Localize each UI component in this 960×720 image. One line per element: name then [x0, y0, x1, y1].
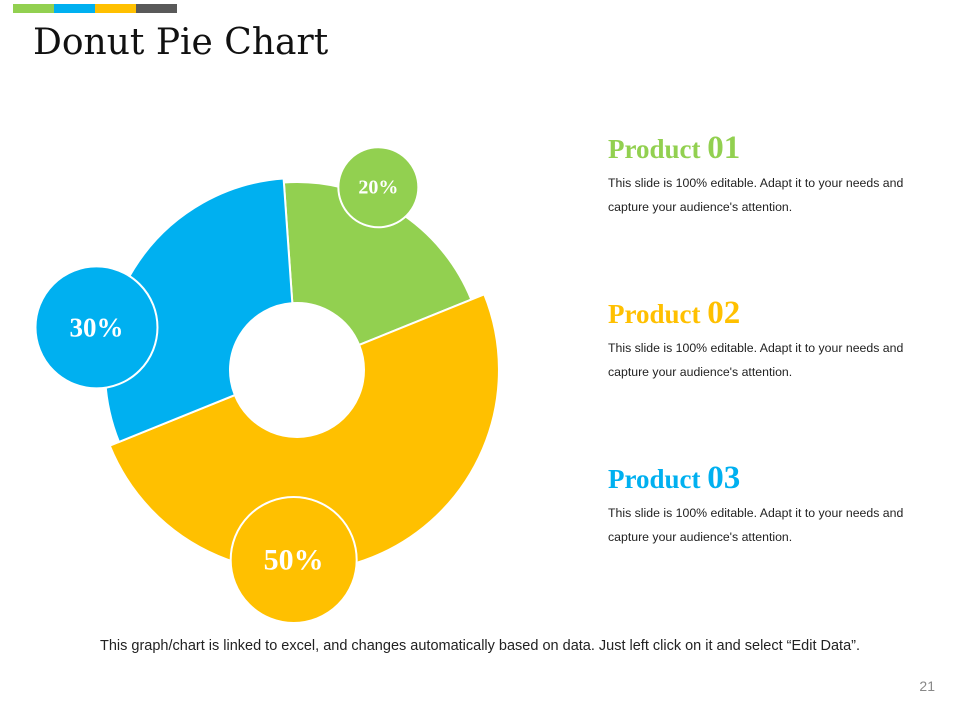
product-01-description: This slide is 100% editable. Adapt it to… [608, 176, 904, 214]
product-01-number: 01 [707, 130, 741, 166]
value-bubble-2 [229, 495, 358, 624]
product-03: Product 03 This slide is 100% editable. … [608, 462, 928, 549]
donut-slice-2[interactable] [108, 293, 500, 573]
donut-slice-1[interactable] [282, 181, 473, 347]
product-02-word: Product [608, 299, 701, 329]
product-01: Product 01 This slide is 100% editable. … [608, 132, 928, 219]
chart-footnote: This graph/chart is linked to excel, and… [99, 638, 861, 654]
product-01-title: Product 01 [608, 132, 928, 165]
product-03-number: 03 [707, 460, 741, 496]
accent-bar [13, 4, 177, 13]
product-03-title: Product 03 [608, 462, 928, 495]
accent-bar-gray [136, 4, 177, 13]
product-03-word: Product [608, 464, 701, 494]
product-01-word: Product [608, 134, 701, 164]
value-label-3: 30% [69, 312, 123, 342]
product-02-title: Product 02 [608, 297, 928, 330]
accent-bar-blue [54, 4, 95, 13]
value-label-1: 20% [358, 176, 398, 198]
value-bubble-3 [34, 265, 159, 390]
product-02-description: This slide is 100% editable. Adapt it to… [608, 341, 904, 379]
accent-bar-green [13, 4, 54, 13]
value-label-2: 50% [264, 543, 324, 576]
product-02: Product 02 This slide is 100% editable. … [608, 297, 928, 384]
page-title: Donut Pie Chart [33, 22, 329, 63]
page-number: 21 [919, 678, 935, 694]
value-bubble-1 [337, 146, 420, 229]
product-02-number: 02 [707, 295, 741, 331]
accent-bar-yellow [95, 4, 136, 13]
product-03-description: This slide is 100% editable. Adapt it to… [608, 506, 904, 544]
